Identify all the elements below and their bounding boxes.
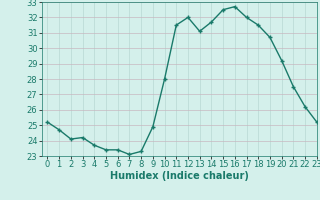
X-axis label: Humidex (Indice chaleur): Humidex (Indice chaleur) — [110, 171, 249, 181]
